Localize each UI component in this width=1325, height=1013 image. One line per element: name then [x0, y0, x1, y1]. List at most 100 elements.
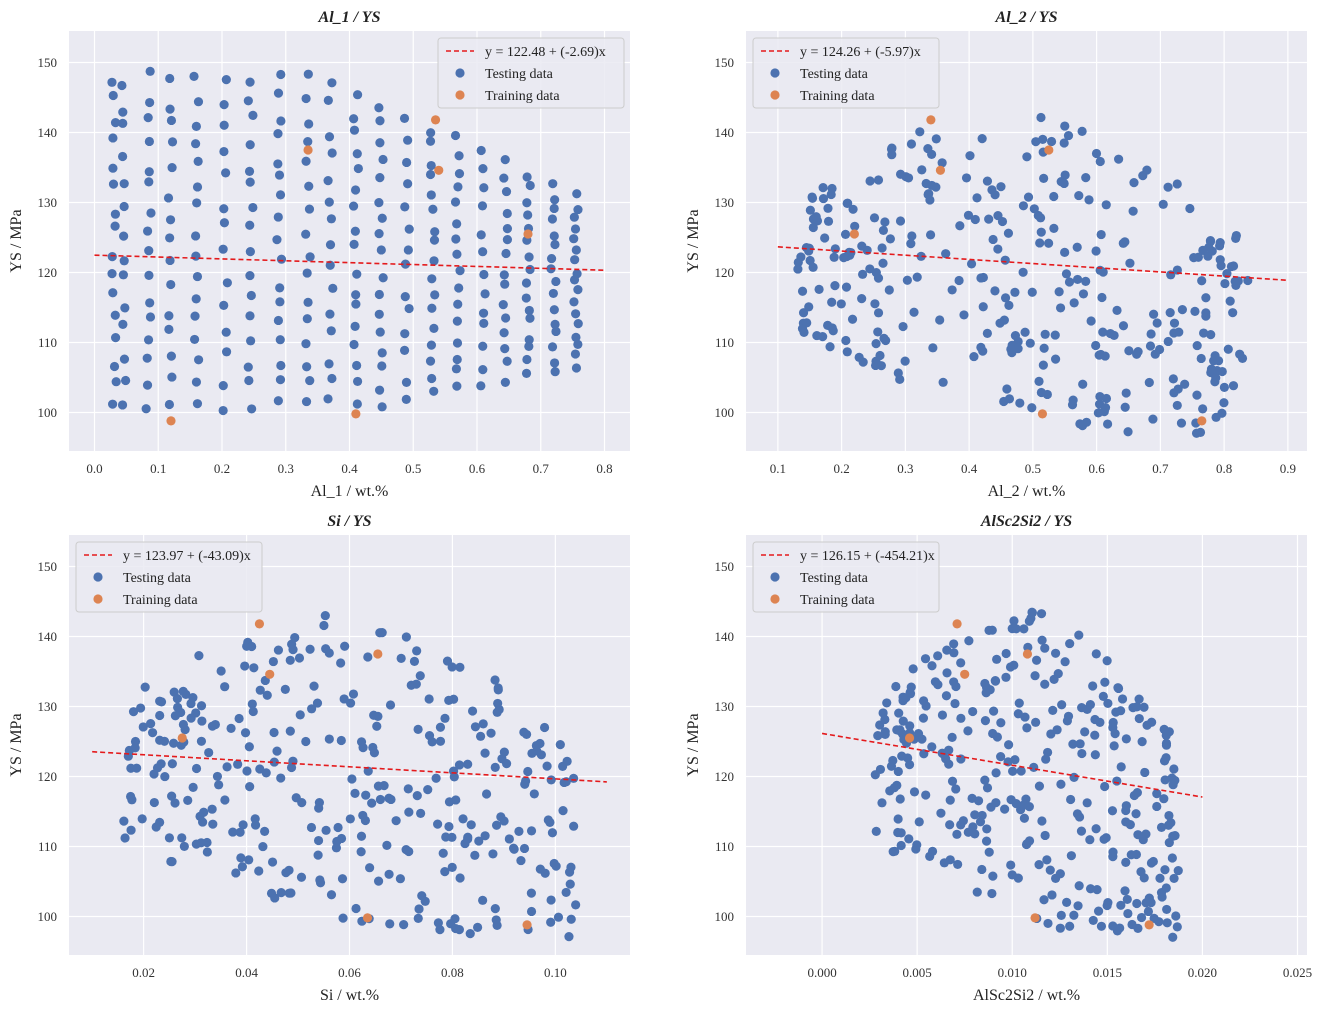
- testing-point: [1080, 727, 1090, 737]
- testing-point: [177, 833, 187, 843]
- testing-point: [1091, 148, 1102, 159]
- testing-point: [1171, 911, 1181, 921]
- testing-point: [1168, 780, 1178, 790]
- testing-point: [522, 354, 532, 365]
- testing-point: [972, 193, 982, 203]
- x-tick-label: 0.3: [897, 461, 913, 476]
- testing-point: [805, 205, 815, 215]
- testing-point: [323, 394, 333, 404]
- testing-point: [1139, 702, 1149, 712]
- testing-point: [126, 825, 136, 835]
- testing-point: [1072, 274, 1083, 285]
- testing-point: [378, 154, 388, 165]
- testing-point: [423, 784, 433, 795]
- testing-point: [427, 303, 437, 313]
- testing-point: [830, 244, 840, 254]
- testing-point: [850, 221, 860, 231]
- panel-4: 0.000 0.005 0.010 0.015 0.020 0.025 100 110 120 1…: [685, 513, 1312, 1004]
- testing-point: [165, 255, 175, 266]
- testing-point: [982, 824, 992, 834]
- testing-point: [336, 658, 346, 668]
- testing-point: [426, 128, 436, 138]
- testing-point: [571, 900, 581, 910]
- testing-point: [550, 195, 560, 205]
- testing-point: [1057, 700, 1067, 710]
- testing-point: [1201, 293, 1211, 303]
- x-tick-label: 0.8: [596, 461, 612, 476]
- testing-point: [166, 115, 177, 126]
- testing-point: [566, 914, 576, 924]
- testing-point: [451, 795, 461, 805]
- y-tick-label: 140: [38, 125, 58, 140]
- testing-point: [540, 868, 550, 878]
- testing-point: [990, 286, 1000, 296]
- testing-point: [958, 816, 968, 826]
- testing-point: [492, 920, 502, 930]
- testing-point: [976, 342, 986, 352]
- testing-point: [1166, 270, 1176, 280]
- testing-point: [501, 186, 512, 197]
- testing-point: [191, 139, 201, 149]
- testing-point: [1121, 805, 1131, 816]
- testing-point: [1134, 694, 1144, 704]
- testing-point: [523, 210, 533, 220]
- testing-point: [980, 716, 991, 726]
- testing-point: [220, 795, 230, 805]
- testing-point: [573, 339, 583, 349]
- testing-point: [996, 752, 1006, 762]
- testing-point: [1146, 329, 1156, 339]
- testing-point: [1074, 812, 1085, 822]
- series-testing: [119, 610, 581, 942]
- testing-point: [982, 328, 992, 338]
- testing-point: [486, 728, 496, 738]
- testing-point: [1078, 289, 1089, 299]
- testing-point: [521, 368, 532, 378]
- testing-point: [547, 214, 558, 224]
- testing-point: [1039, 173, 1049, 183]
- testing-point: [571, 245, 581, 255]
- testing-point: [345, 814, 355, 824]
- testing-point: [1066, 851, 1076, 861]
- testing-point: [176, 740, 186, 750]
- testing-point: [385, 919, 395, 929]
- testing-point: [219, 146, 229, 157]
- testing-point: [1031, 655, 1042, 665]
- legend-testing-swatch: [93, 572, 103, 582]
- testing-point: [144, 270, 154, 280]
- legend-box: [752, 37, 940, 109]
- testing-point: [1092, 885, 1102, 895]
- x-tick-label: 0.08: [441, 965, 464, 980]
- testing-point: [918, 713, 929, 723]
- series-testing: [107, 66, 583, 416]
- testing-point: [933, 680, 943, 690]
- testing-point: [875, 350, 885, 361]
- testing-point: [240, 728, 251, 738]
- testing-point: [413, 724, 423, 734]
- testing-point: [1114, 154, 1124, 164]
- testing-point: [245, 782, 255, 792]
- testing-point: [1064, 277, 1075, 287]
- x-axis-label: Al_1 / wt.%: [311, 483, 389, 500]
- testing-point: [1192, 340, 1202, 351]
- testing-point: [500, 154, 510, 165]
- testing-point: [273, 315, 284, 326]
- testing-point: [1161, 753, 1171, 763]
- testing-point: [108, 179, 119, 189]
- testing-point: [1161, 883, 1171, 893]
- testing-point: [191, 121, 201, 131]
- testing-point: [480, 289, 490, 299]
- testing-point: [547, 342, 558, 352]
- testing-point: [1045, 865, 1055, 875]
- testing-point: [349, 239, 359, 249]
- testing-point: [951, 784, 961, 794]
- testing-point: [1129, 790, 1139, 801]
- testing-point: [349, 125, 360, 135]
- testing-point: [245, 311, 255, 321]
- testing-point: [1075, 739, 1085, 749]
- testing-point: [231, 868, 241, 878]
- testing-point: [479, 183, 489, 193]
- testing-point: [448, 766, 459, 776]
- testing-point: [268, 656, 278, 667]
- testing-point: [900, 356, 910, 366]
